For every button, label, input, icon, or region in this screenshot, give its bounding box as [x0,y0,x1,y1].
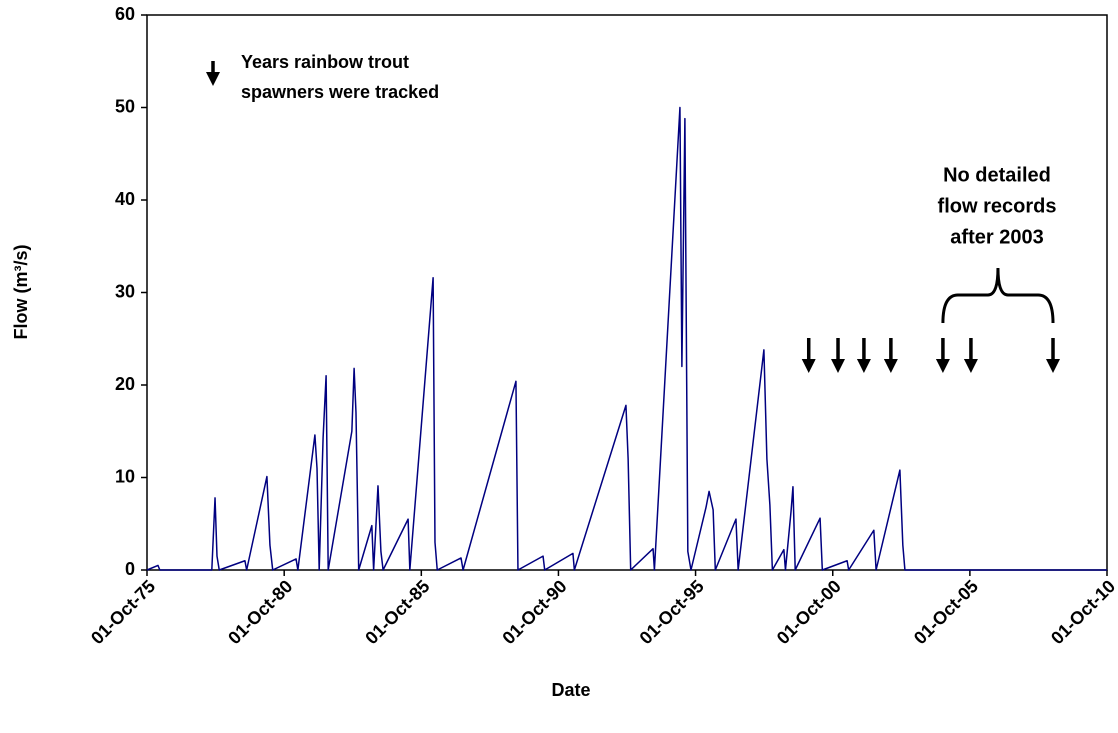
x-tick-label: 01-Oct-75 [87,576,159,648]
y-axis-label: Flow (m³/s) [11,245,31,340]
x-axis-label: Date [551,680,590,700]
x-tick-label: 01-Oct-10 [1047,576,1118,648]
x-tick-label: 01-Oct-95 [636,576,708,648]
x-tick-label: 01-Oct-90 [498,576,570,648]
flow-line [146,106,1107,571]
y-tick-label: 40 [115,189,135,209]
x-tick-label: 01-Oct-85 [361,576,433,648]
y-tick-label: 30 [115,281,135,301]
annotation: after 2003 [950,226,1043,248]
legend-text: Years rainbow trout [241,52,409,72]
annotation: flow records [938,195,1057,217]
y-tick-label: 60 [115,4,135,24]
x-tick-label: 01-Oct-05 [910,576,982,648]
x-tick-label: 01-Oct-80 [224,576,296,648]
x-tick-label: 01-Oct-00 [773,576,845,648]
annotation: No detailed [943,164,1051,186]
y-tick-label: 50 [115,96,135,116]
y-tick-label: 20 [115,374,135,394]
y-tick-label: 0 [125,559,135,579]
bracket [941,267,1055,324]
legend-text: spawners were tracked [241,82,439,102]
y-tick-label: 10 [115,466,135,486]
